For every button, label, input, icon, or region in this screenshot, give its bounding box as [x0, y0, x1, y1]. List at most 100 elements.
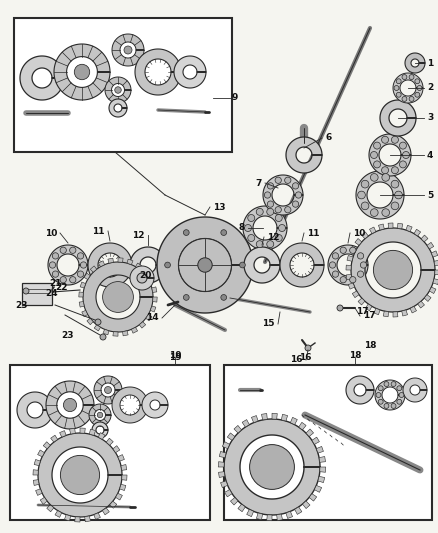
Polygon shape — [131, 327, 138, 333]
Polygon shape — [139, 322, 146, 328]
Polygon shape — [142, 392, 168, 418]
Polygon shape — [143, 269, 149, 276]
Polygon shape — [351, 228, 435, 312]
Polygon shape — [388, 223, 393, 228]
Polygon shape — [421, 235, 428, 242]
Circle shape — [70, 247, 76, 253]
Text: 23: 23 — [62, 330, 74, 340]
Polygon shape — [406, 225, 412, 232]
Polygon shape — [397, 223, 403, 229]
Polygon shape — [261, 414, 267, 420]
Polygon shape — [94, 376, 122, 404]
Polygon shape — [393, 312, 398, 317]
Circle shape — [402, 75, 407, 79]
Text: 6: 6 — [325, 133, 331, 142]
Circle shape — [256, 241, 263, 248]
Polygon shape — [361, 232, 368, 239]
Polygon shape — [40, 497, 47, 504]
Circle shape — [384, 382, 389, 386]
Polygon shape — [130, 266, 154, 290]
Polygon shape — [230, 497, 238, 505]
Circle shape — [391, 180, 399, 188]
Text: 12: 12 — [133, 230, 145, 239]
Circle shape — [396, 92, 401, 97]
Polygon shape — [272, 413, 277, 419]
Polygon shape — [48, 245, 88, 285]
Circle shape — [275, 214, 282, 222]
Circle shape — [52, 253, 59, 259]
Polygon shape — [85, 516, 91, 522]
Polygon shape — [70, 428, 75, 434]
Circle shape — [378, 386, 383, 391]
Polygon shape — [108, 258, 113, 263]
Circle shape — [275, 207, 281, 213]
Text: 11: 11 — [92, 227, 105, 236]
Circle shape — [221, 295, 226, 300]
Bar — [10, 365, 210, 520]
Polygon shape — [150, 306, 156, 312]
Circle shape — [417, 86, 422, 91]
Text: 5: 5 — [427, 190, 433, 199]
Polygon shape — [247, 510, 254, 516]
Polygon shape — [263, 175, 303, 215]
Polygon shape — [123, 331, 128, 336]
Circle shape — [60, 277, 67, 283]
Polygon shape — [290, 417, 297, 425]
Polygon shape — [110, 501, 117, 508]
Circle shape — [357, 271, 364, 277]
Circle shape — [415, 92, 420, 97]
Text: 18: 18 — [349, 351, 361, 359]
Circle shape — [97, 412, 103, 418]
Text: 24: 24 — [46, 288, 58, 297]
Polygon shape — [346, 274, 352, 280]
Polygon shape — [122, 475, 127, 480]
Polygon shape — [130, 247, 166, 283]
Circle shape — [399, 142, 406, 149]
Circle shape — [102, 281, 134, 312]
Circle shape — [340, 247, 346, 253]
Polygon shape — [303, 501, 310, 508]
Polygon shape — [316, 447, 323, 453]
Circle shape — [105, 386, 112, 393]
Circle shape — [115, 87, 121, 93]
Polygon shape — [54, 44, 110, 100]
Circle shape — [409, 96, 414, 101]
Polygon shape — [99, 261, 105, 266]
Polygon shape — [369, 134, 411, 176]
Polygon shape — [427, 243, 434, 249]
Circle shape — [381, 136, 389, 143]
Circle shape — [23, 288, 29, 294]
Circle shape — [391, 202, 399, 209]
Polygon shape — [55, 511, 62, 518]
Circle shape — [240, 262, 245, 268]
Polygon shape — [118, 455, 124, 461]
Circle shape — [402, 96, 407, 101]
Polygon shape — [225, 490, 232, 497]
Circle shape — [256, 208, 263, 215]
Polygon shape — [75, 516, 80, 522]
Circle shape — [332, 253, 339, 259]
Polygon shape — [106, 438, 113, 445]
Circle shape — [350, 277, 356, 283]
Polygon shape — [224, 419, 320, 515]
Polygon shape — [87, 318, 93, 325]
Polygon shape — [314, 486, 321, 492]
Circle shape — [285, 207, 291, 213]
Circle shape — [275, 235, 282, 241]
Text: 18: 18 — [364, 341, 376, 350]
Circle shape — [305, 345, 311, 351]
Polygon shape — [34, 459, 40, 466]
Polygon shape — [350, 246, 357, 253]
Polygon shape — [109, 99, 127, 117]
Polygon shape — [280, 243, 324, 287]
Circle shape — [376, 392, 381, 398]
Text: 13: 13 — [213, 203, 226, 212]
Polygon shape — [378, 224, 384, 230]
Bar — [224, 365, 432, 520]
Circle shape — [265, 192, 271, 198]
Circle shape — [248, 235, 255, 241]
Polygon shape — [431, 251, 438, 257]
Circle shape — [337, 305, 343, 311]
Polygon shape — [267, 515, 272, 521]
Text: 1: 1 — [427, 59, 433, 68]
